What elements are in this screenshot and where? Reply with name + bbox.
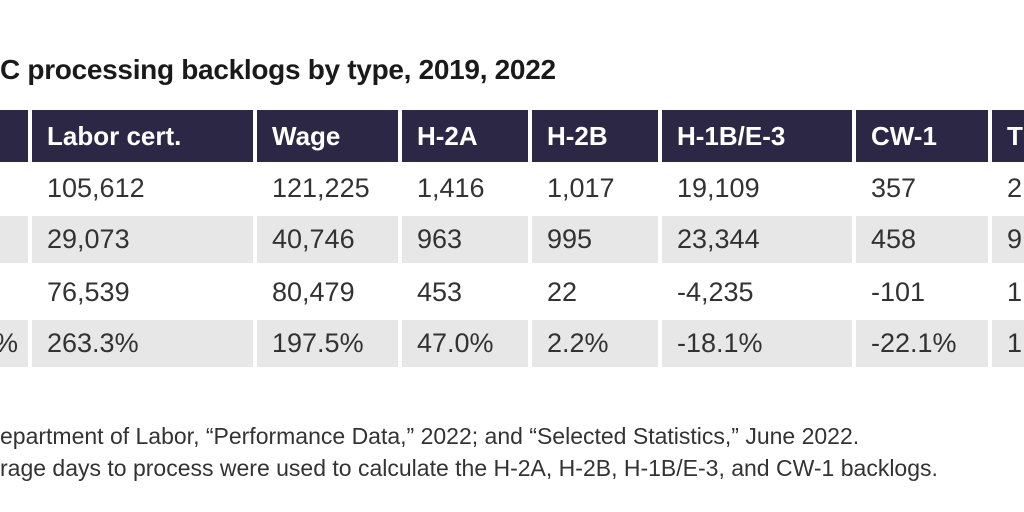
column-header-h1b-e3: H-1B/E-3 bbox=[662, 110, 852, 162]
table-cell: 2 bbox=[1007, 172, 1023, 203]
table-cell: 357 bbox=[871, 172, 917, 203]
source-line: epartment of Labor, “Performance Data,” … bbox=[0, 423, 860, 449]
row-label bbox=[0, 162, 28, 214]
column-header-h2b: H-2B bbox=[532, 110, 658, 162]
source-note: epartment of Labor, “Performance Data,” … bbox=[0, 420, 938, 484]
column-header-h2a: H-2A bbox=[402, 110, 528, 162]
table-cell: 197.5% bbox=[257, 320, 398, 367]
column-header-labor-cert: Labor cert. bbox=[32, 110, 253, 162]
note-line: rage days to process were used to calcul… bbox=[0, 455, 938, 481]
table-cell: 453 bbox=[417, 276, 463, 307]
figure-title: C processing backlogs by type, 2019, 202… bbox=[0, 54, 556, 85]
table-row: 29,073 40,746 963 995 23,344 458 9 bbox=[0, 216, 1024, 263]
data-table: Labor cert. Wage H-2A H-2B H-1B/E-3 CW-1… bbox=[0, 110, 1024, 370]
column-header-rowlabel bbox=[0, 110, 28, 162]
row-label bbox=[0, 216, 28, 263]
table-cell: 963 bbox=[402, 216, 528, 263]
table-cell: 1 bbox=[1007, 276, 1023, 307]
row-label bbox=[0, 266, 28, 318]
table-cell: 19,109 bbox=[677, 172, 760, 203]
table-cell: -18.1% bbox=[662, 320, 852, 367]
table-cell: 1 bbox=[992, 320, 1024, 367]
table-cell: 47.0% bbox=[402, 320, 528, 367]
table-header-row: Labor cert. Wage H-2A H-2B H-1B/E-3 CW-1… bbox=[0, 110, 1024, 162]
table-cell: 80,479 bbox=[272, 276, 355, 307]
table-cell: 29,073 bbox=[32, 216, 253, 263]
table-cell: 1,017 bbox=[547, 172, 615, 203]
table-cell: -101 bbox=[871, 276, 926, 307]
table-cell: 23,344 bbox=[662, 216, 852, 263]
table-cell: 40,746 bbox=[257, 216, 398, 263]
column-header-wage: Wage bbox=[257, 110, 398, 162]
table-cell: 1,416 bbox=[417, 172, 485, 203]
table-cell: 2.2% bbox=[532, 320, 658, 367]
table-cell: -22.1% bbox=[856, 320, 988, 367]
table-row: 105,612 121,225 1,416 1,017 19,109 357 2 bbox=[0, 162, 1024, 214]
table-cell: 458 bbox=[856, 216, 988, 263]
table-row: % 263.3% 197.5% 47.0% 2.2% -18.1% -22.1%… bbox=[0, 320, 1024, 367]
table-cell: 121,225 bbox=[272, 172, 370, 203]
table-cell: 263.3% bbox=[32, 320, 253, 367]
column-header-total-cropped: T bbox=[992, 110, 1024, 162]
table-cell: 995 bbox=[532, 216, 658, 263]
table-cell: 76,539 bbox=[47, 276, 130, 307]
column-header-cw1: CW-1 bbox=[856, 110, 988, 162]
table-row: 76,539 80,479 453 22 -4,235 -101 1 bbox=[0, 266, 1024, 318]
table-cell: 22 bbox=[547, 276, 578, 307]
table-cell: -4,235 bbox=[677, 276, 754, 307]
row-label-percent-cropped: % bbox=[0, 320, 28, 367]
table-cell: 9 bbox=[992, 216, 1024, 263]
table-cell: 105,612 bbox=[47, 172, 145, 203]
